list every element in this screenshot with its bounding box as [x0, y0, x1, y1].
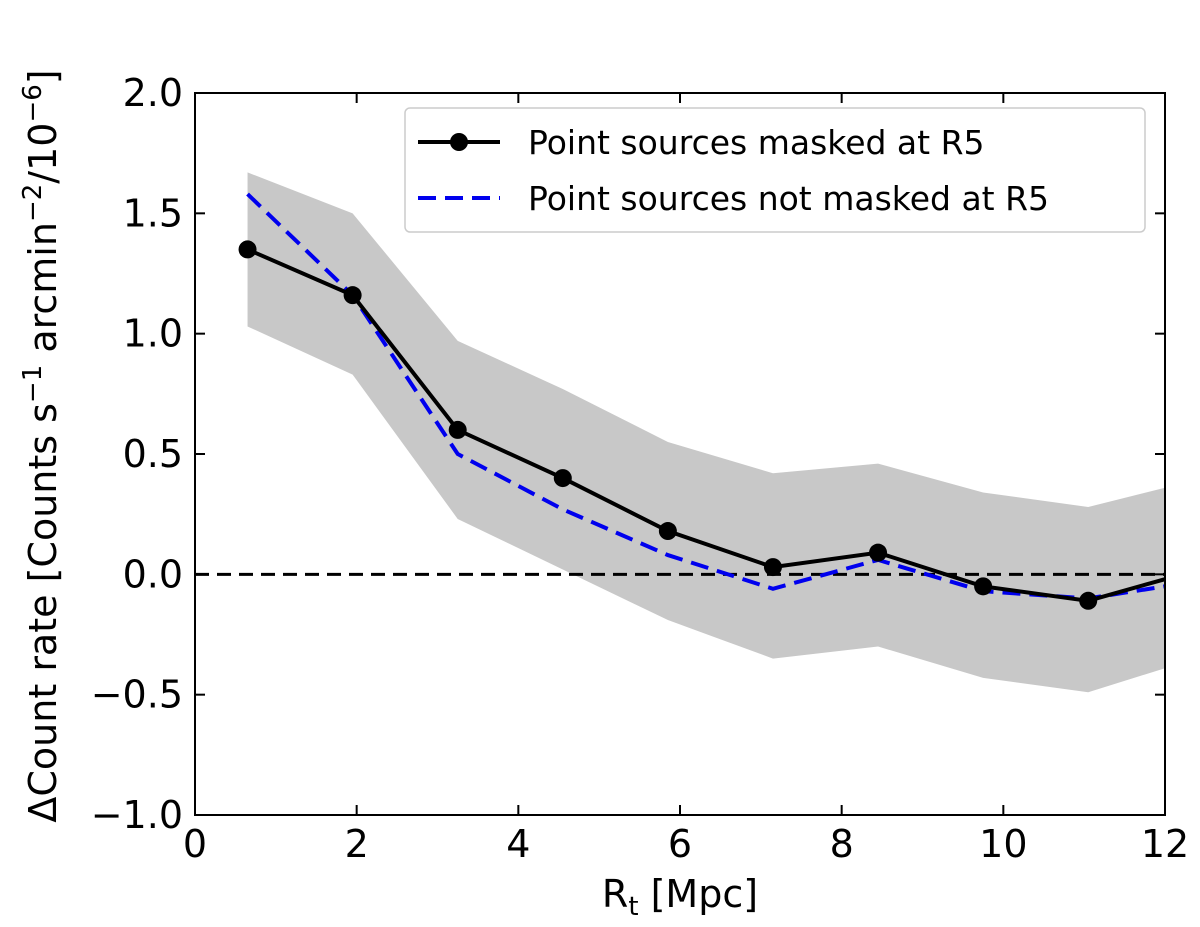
ticks-layer: 0 2 4 6 8 10 12 −1.0 −0.5 0.0 0.5 1.0 1.5 2.0: [91, 71, 1189, 866]
series-line-masked: [246, 247, 1166, 603]
x-tick-label: 2: [345, 822, 369, 866]
x-tick-label: 6: [668, 822, 692, 866]
y-tick-label: 0.0: [123, 552, 183, 596]
y-axis-title-mid: arcmin: [21, 222, 65, 365]
y-tick-label: 1.5: [123, 191, 183, 235]
y-axis-title-sup2: −2: [18, 184, 48, 222]
y-tick-label: 1.0: [123, 312, 183, 356]
x-axis-title-main: R: [602, 872, 628, 916]
y-axis-title-sup3: −6: [18, 84, 48, 122]
band-layer: [247, 172, 1165, 693]
x-tick-label: 10: [979, 822, 1027, 866]
x-tick-label: 12: [1141, 822, 1189, 866]
y-axis-title-mid2: /10: [21, 123, 65, 184]
y-tick-label: 0.5: [123, 432, 183, 476]
x-tick-label: 0: [183, 822, 207, 866]
legend-label-masked: Point sources masked at R5: [528, 123, 985, 162]
x-axis-title-rest: [Mpc]: [639, 872, 759, 916]
uncertainty-band: [247, 172, 1165, 693]
data-point-masked: [869, 543, 888, 562]
data-point-masked: [448, 420, 467, 439]
data-point-masked: [553, 469, 572, 488]
y-tick-label: −1.0: [91, 793, 183, 837]
x-axis-title-sub: t: [628, 892, 638, 922]
y-axis-title-pre: ΔCount rate [Counts s: [21, 403, 65, 823]
y-tick-label: −0.5: [91, 673, 183, 717]
x-tick-label: 4: [506, 822, 530, 866]
data-point-masked: [763, 558, 782, 577]
data-point-masked: [1079, 591, 1098, 610]
y-axis-title-post: ]: [21, 69, 65, 84]
data-point-masked: [658, 522, 677, 541]
data-point-masked: [343, 286, 362, 305]
series-layer: [238, 192, 1166, 610]
data-point-masked: [974, 577, 993, 596]
x-tick-label: 8: [830, 822, 854, 866]
data-point-masked: [238, 240, 257, 259]
y-tick-label: 2.0: [123, 71, 183, 115]
x-axis-title: Rt [Mpc]: [602, 872, 758, 922]
legend-box: [404, 107, 1146, 233]
y-axis-title-sup1: −1: [18, 365, 48, 403]
y-axis-title: ΔCount rate [Counts s−1 arcmin−2/10−6]: [18, 69, 65, 822]
legend: Point sources masked at R5 Point sources…: [404, 107, 1146, 233]
legend-marker-masked: [450, 133, 468, 151]
legend-label-not-masked: Point sources not masked at R5: [528, 179, 1049, 218]
